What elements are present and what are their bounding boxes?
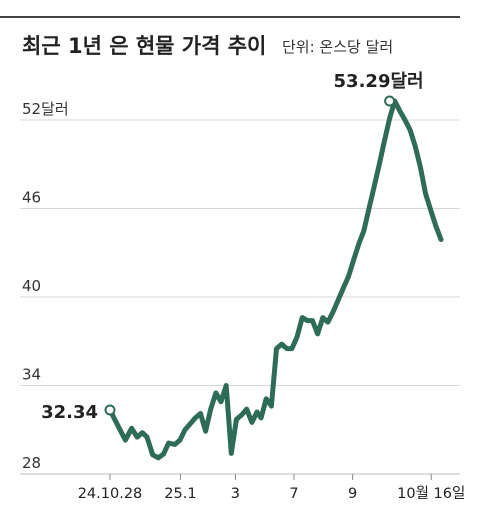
- y-tick-label: 40: [22, 277, 41, 295]
- chart-title: 최근 1년 은 현물 가격 추이: [22, 34, 266, 58]
- y-tick-label: 34: [22, 366, 41, 384]
- x-tick-label: 7: [289, 486, 298, 502]
- y-axis-labels: 28 34 40 46 52달러: [22, 100, 69, 472]
- data-point-marker: [104, 404, 116, 416]
- y-tick-label: 46: [22, 189, 41, 207]
- chart-unit: 단위: 온스당 달러: [282, 38, 393, 56]
- annotations: 32.34 53.29달러: [41, 71, 424, 423]
- x-tick-label: 25.1: [164, 486, 196, 502]
- data-label: 32.34: [41, 402, 98, 423]
- x-tick-label: 3: [231, 486, 240, 502]
- y-tick-label: 52달러: [22, 100, 69, 118]
- x-tick-label: 24.10.28: [78, 486, 143, 502]
- x-tick-label: 10월 16일: [397, 485, 465, 502]
- price-line: [107, 98, 444, 461]
- grid-lines: [20, 119, 460, 386]
- y-tick-label: 28: [22, 454, 41, 472]
- series-silver-price: [107, 98, 444, 461]
- data-point-marker: [384, 95, 396, 107]
- x-tick-label: 9: [348, 486, 357, 502]
- data-label: 53.29달러: [334, 71, 424, 92]
- x-axis: 24.10.28 25.1 3 7 9 10월 16일: [20, 473, 465, 502]
